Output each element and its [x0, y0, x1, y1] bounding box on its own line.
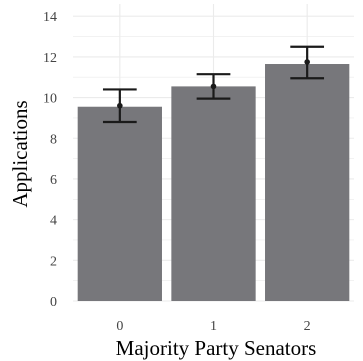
bar [171, 86, 256, 301]
point-estimate [210, 83, 217, 90]
bar [265, 64, 350, 301]
x-tick-labels: 0 1 2 [116, 319, 310, 334]
y-tick-label: 0 [50, 295, 57, 310]
y-tick-label: 8 [50, 132, 57, 147]
y-tick-label: 12 [43, 51, 57, 66]
x-tick-label: 2 [304, 319, 311, 334]
point-estimate [304, 59, 310, 65]
error-bars [102, 45, 325, 124]
y-tick-label: 6 [50, 173, 57, 188]
bar [77, 106, 162, 301]
y-tick-label: 2 [50, 254, 57, 269]
x-tick-label: 1 [210, 319, 217, 334]
point-estimate [117, 102, 123, 109]
bars [77, 64, 350, 301]
y-tick-labels: 0 2 4 6 8 10 12 14 [43, 10, 57, 310]
x-axis-title: Majority Party Senators [116, 336, 317, 360]
x-tick-label: 0 [116, 319, 123, 334]
y-axis-title: Applications [8, 100, 32, 207]
y-tick-label: 14 [43, 10, 57, 25]
y-tick-label: 10 [43, 92, 57, 107]
y-tick-label: 4 [50, 214, 57, 229]
